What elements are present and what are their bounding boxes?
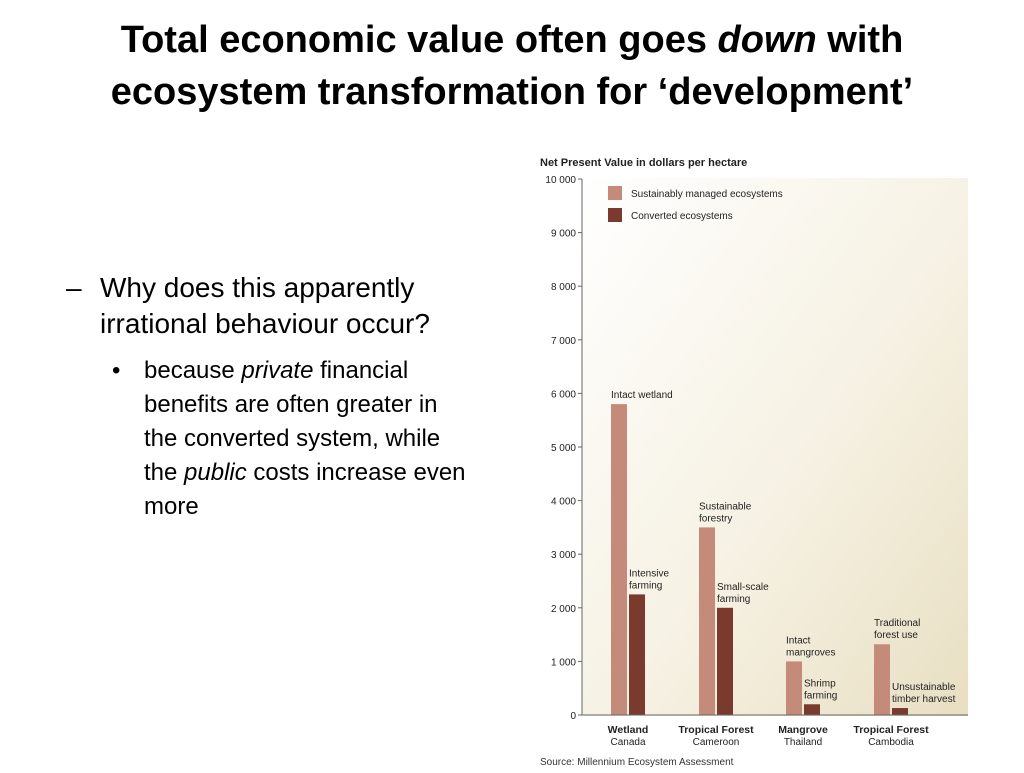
answer-text-1: because [144,357,242,384]
bar [786,661,802,715]
bar-label: mangroves [786,647,835,658]
title-line-1: Total economic value often goes down wit… [20,14,1004,66]
bar [629,594,645,715]
bar [874,644,890,715]
bar-label: Unsustainable [892,682,956,693]
category-label: Tropical Forest [853,724,929,736]
category-sublabel: Thailand [784,737,822,748]
answer-text-2: financial benefits are often greater in … [144,357,441,486]
y-tick-label: 6 000 [551,389,576,400]
bar-label: Shrimp [804,678,836,689]
legend-swatch [608,186,622,200]
category-label: Mangrove [778,724,828,736]
category-sublabel: Cambodia [868,737,914,748]
bullet-level2: • because private financial benefits are… [112,354,474,524]
legend-label: Converted ecosystems [631,211,733,222]
bar-label: Small-scale [717,582,769,593]
plot-background [582,178,968,716]
category-label: Tropical Forest [678,724,754,736]
dash-bullet-icon: – [66,272,82,303]
bar [699,527,715,715]
category-sublabel: Cameroon [693,737,740,748]
bar-label: forestry [699,513,732,524]
y-tick-label: 4 000 [551,497,576,508]
y-tick-label: 3 000 [551,550,576,561]
bar-label: farming [804,690,837,701]
y-tick-label: 0 [570,711,576,722]
chart-svg: Net Present Value in dollars per hectare… [540,157,968,768]
bullet-level1: – Why does this apparently irrational be… [66,270,486,342]
bar-label: Sustainable [699,501,752,512]
y-tick-label: 7 000 [551,336,576,347]
chart-source: Source: Millennium Ecosystem Assessment [540,757,734,768]
npv-bar-chart: Net Present Value in dollars per hectare… [530,150,980,773]
answer-text-3: costs increase even more [144,459,466,520]
y-tick-label: 2 000 [551,604,576,615]
title-text-end: with [816,19,904,61]
y-tick-label: 9 000 [551,229,576,240]
bars-group: Intact wetlandIntensivefarmingSustainabl… [611,390,956,715]
bar [804,704,820,715]
chart-title: Net Present Value in dollars per hectare [540,157,747,169]
bar-label: Intact wetland [611,390,673,401]
title-emphasis: down [717,19,817,61]
bar-label: Intensive [629,568,669,579]
legend-label: Sustainably managed ecosystems [631,189,783,200]
answer-emphasis-private: private [241,357,314,384]
bar-label: timber harvest [892,694,956,705]
bar-label: Traditional [874,618,920,629]
y-tick-label: 1 000 [551,657,576,668]
bar [892,708,908,715]
legend-swatch [608,208,622,222]
bar-label: forest use [874,630,918,641]
dot-bullet-icon: • [112,357,121,384]
bullet-question: Why does this apparently irrational beha… [100,272,430,339]
bar [611,404,627,715]
bar-label: farming [717,594,750,605]
y-tick-label: 8 000 [551,282,576,293]
answer-emphasis-public: public [184,459,247,486]
category-label: Wetland [608,724,649,736]
y-axis: 0 1 000 2 000 3 000 4 000 5 000 6 000 7 000 8 00… [545,175,583,722]
title-line-2: ecosystem transformation for ‘developmen… [110,71,914,113]
bar [717,607,733,715]
slide-title: Total economic value often goes down wit… [20,14,1004,118]
y-tick-label: 10 000 [545,175,576,186]
title-text-start: Total economic value often goes [120,19,718,61]
y-tick-label: 5 000 [551,443,576,454]
chart-legend: Sustainably managed ecosystems Converted … [608,186,783,222]
bullet-list: – Why does this apparently irrational be… [66,270,486,524]
bar-label: farming [629,580,662,591]
bar-label: Intact [786,635,811,646]
category-sublabel: Canada [610,737,645,748]
